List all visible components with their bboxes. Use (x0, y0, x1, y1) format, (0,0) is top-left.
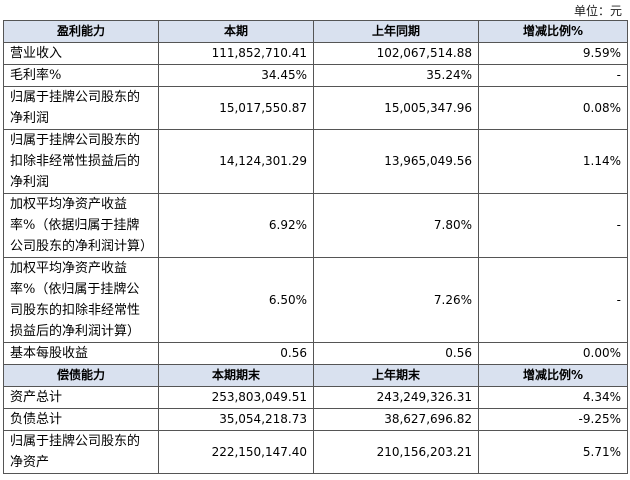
change-value: 9.59% (478, 42, 628, 65)
change-value: - (478, 193, 628, 258)
table-row: 毛利率% 34.45% 35.24% - (3, 64, 628, 87)
table-row: 营业收入 111,852,710.41 102,067,514.88 9.59% (3, 42, 628, 65)
solvency-header-change: 增减比例% (478, 364, 628, 387)
profit-header-label: 盈利能力 (3, 20, 159, 43)
row-label: 归属于挂牌公司股东的净资产 (3, 430, 159, 474)
prior-value: 15,005,347.96 (313, 86, 479, 130)
row-label: 营业收入 (3, 42, 159, 65)
row-label: 毛利率% (3, 64, 159, 87)
current-value: 0.56 (158, 342, 314, 365)
table-row: 基本每股收益 0.56 0.56 0.00% (3, 342, 628, 365)
profit-header-prior: 上年同期 (313, 20, 479, 43)
table-row: 归属于挂牌公司股东的净利润 15,017,550.87 15,005,347.9… (3, 86, 628, 130)
change-value: - (478, 257, 628, 343)
change-value: -9.25% (478, 408, 628, 431)
row-label: 基本每股收益 (3, 342, 159, 365)
table-row: 加权平均净资产收益率%（依归属于挂牌公司股东的扣除非经常性损益后的净利润计算） … (3, 257, 628, 343)
solvency-header-label: 偿债能力 (3, 364, 159, 387)
prior-value: 210,156,203.21 (313, 430, 479, 474)
row-label: 加权平均净资产收益率%（依归属于挂牌公司股东的扣除非经常性损益后的净利润计算） (3, 257, 159, 343)
table-row: 资产总计 253,803,049.51 243,249,326.31 4.34% (3, 386, 628, 409)
current-value: 253,803,049.51 (158, 386, 314, 409)
change-value: 4.34% (478, 386, 628, 409)
prior-value: 7.26% (313, 257, 479, 343)
current-value: 6.92% (158, 193, 314, 258)
profit-header-change: 增减比例% (478, 20, 628, 43)
table-row: 加权平均净资产收益率%（依据归属于挂牌公司股东的净利润计算） 6.92% 7.8… (3, 193, 628, 258)
change-value: 1.14% (478, 129, 628, 194)
change-value: 0.00% (478, 342, 628, 365)
solvency-header-row: 偿债能力 本期期末 上年期末 增减比例% (3, 364, 628, 387)
current-value: 222,150,147.40 (158, 430, 314, 474)
current-value: 34.45% (158, 64, 314, 87)
change-value: - (478, 64, 628, 87)
prior-value: 38,627,696.82 (313, 408, 479, 431)
current-value: 6.50% (158, 257, 314, 343)
change-value: 5.71% (478, 430, 628, 474)
financial-table: 盈利能力 本期 上年同期 增减比例% 营业收入 111,852,710.41 1… (3, 20, 628, 474)
current-value: 15,017,550.87 (158, 86, 314, 130)
current-value: 35,054,218.73 (158, 408, 314, 431)
prior-value: 7.80% (313, 193, 479, 258)
row-label: 资产总计 (3, 386, 159, 409)
row-label: 归属于挂牌公司股东的扣除非经常性损益后的净利润 (3, 129, 159, 194)
row-label: 负债总计 (3, 408, 159, 431)
table-row: 负债总计 35,054,218.73 38,627,696.82 -9.25% (3, 408, 628, 431)
unit-note: 单位：元 (573, 4, 622, 18)
table-row: 归属于挂牌公司股东的扣除非经常性损益后的净利润 14,124,301.29 13… (3, 129, 628, 194)
prior-value: 243,249,326.31 (313, 386, 479, 409)
profit-header-row: 盈利能力 本期 上年同期 增减比例% (3, 20, 628, 43)
current-value: 14,124,301.29 (158, 129, 314, 194)
solvency-header-prior: 上年期末 (313, 364, 479, 387)
solvency-header-current: 本期期末 (158, 364, 314, 387)
prior-value: 0.56 (313, 342, 479, 365)
profit-header-current: 本期 (158, 20, 314, 43)
current-value: 111,852,710.41 (158, 42, 314, 65)
prior-value: 102,067,514.88 (313, 42, 479, 65)
prior-value: 35.24% (313, 64, 479, 87)
prior-value: 13,965,049.56 (313, 129, 479, 194)
table-row: 归属于挂牌公司股东的净资产 222,150,147.40 210,156,203… (3, 430, 628, 474)
row-label: 归属于挂牌公司股东的净利润 (3, 86, 159, 130)
change-value: 0.08% (478, 86, 628, 130)
row-label: 加权平均净资产收益率%（依据归属于挂牌公司股东的净利润计算） (3, 193, 159, 258)
